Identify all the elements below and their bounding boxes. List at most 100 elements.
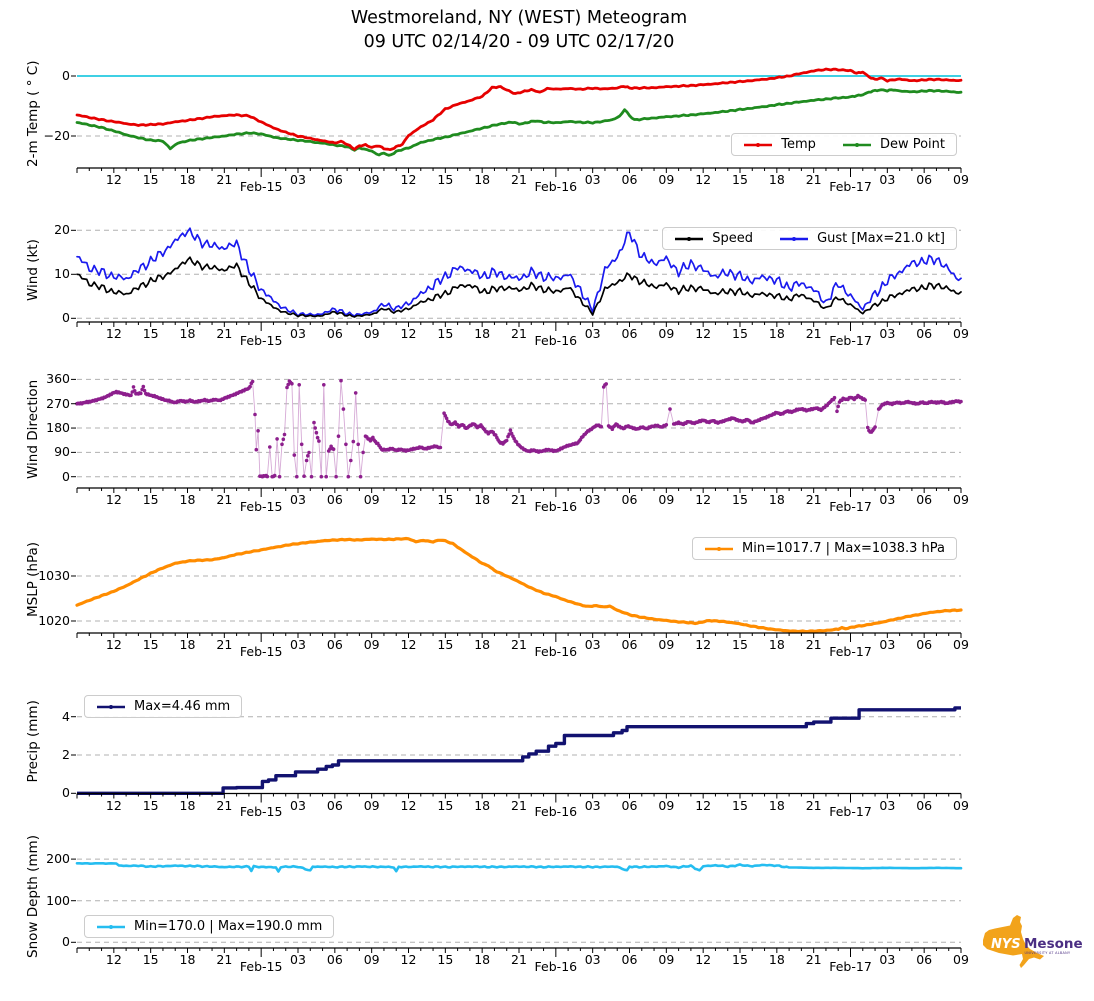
xlabel-day: Feb-15 [239, 498, 283, 514]
xlabel-hour: 12 [400, 492, 417, 507]
legend-line-sample [97, 704, 125, 709]
xlabel-hour: 15 [437, 172, 454, 187]
legend-line-sample [780, 236, 809, 241]
logo-university-text: UNIVERSITY AT ALBANY [1025, 951, 1072, 955]
xlabel-hour: 09 [363, 492, 380, 507]
ytick-label-precip: 0 [62, 785, 70, 801]
legend-temp: Temp Dew Point [731, 133, 957, 156]
xlabel-hour: 15 [142, 797, 159, 813]
xlabel-hour: 18 [474, 492, 491, 507]
xlabel-hour: 12 [400, 172, 417, 187]
legend-label: Dew Point [879, 137, 945, 152]
xlabel-hour: 15 [437, 326, 454, 341]
xlabel-hour: 09 [953, 797, 969, 813]
legend-line-sample [97, 924, 125, 929]
xlabel-hour: 18 [179, 492, 196, 507]
xlabel-hour: 09 [658, 326, 675, 341]
xlabel-hour: 03 [290, 492, 306, 507]
xlabel-hour: 12 [695, 492, 712, 507]
xlabel-day: Feb-17 [829, 643, 872, 659]
xlabel-day: Feb-15 [239, 332, 283, 348]
xlabel-hour: 06 [916, 637, 933, 652]
xlabel-day: Feb-15 [239, 958, 283, 974]
xlabel-hour: 09 [658, 637, 675, 652]
ytick-label-snow: 100 [46, 892, 70, 908]
chart-subtitle: 09 UTC 02/14/20 - 09 UTC 02/17/20 [363, 32, 675, 52]
xlabel-hour: 06 [326, 326, 343, 341]
speed-line [76, 256, 962, 318]
xlabel-hour: 03 [584, 952, 601, 967]
legend-line-sample [744, 142, 773, 147]
xlabel-hour: 15 [732, 637, 748, 652]
precip-accum-line [77, 706, 961, 795]
panel-mslp [71, 536, 963, 642]
xlabel-hour: 18 [768, 172, 785, 187]
ytick-label-wind: 10 [54, 266, 70, 282]
legend-line-sample [675, 236, 704, 241]
legend-snow: Min=170.0 | Max=190.0 mm [84, 915, 335, 938]
dewpoint-line [75, 88, 963, 157]
xlabel-day: Feb-15 [239, 178, 283, 194]
xlabel-hour: 06 [326, 637, 343, 652]
xlabel-hour: 15 [437, 797, 454, 813]
xlabel-hour: 06 [621, 172, 638, 187]
xlabel-hour: 21 [216, 952, 233, 967]
ytick-label-temp: −20 [43, 127, 70, 143]
xlabel-hour: 06 [621, 637, 638, 652]
xlabel-hour: 15 [437, 637, 454, 652]
xlabel-hour: 21 [805, 797, 822, 813]
legend-item: Gust [Max=21.0 kt] [779, 231, 945, 246]
xlabel-hour: 09 [953, 637, 969, 652]
logo-nys-text: NYS [991, 937, 1021, 952]
xlabel-hour: 09 [953, 952, 969, 967]
xlabel-day: Feb-16 [534, 498, 578, 514]
panel-precip [71, 706, 962, 803]
xlabel-hour: 09 [953, 172, 969, 187]
xlabel-hour: 15 [142, 952, 159, 967]
xlabel-hour: 21 [216, 797, 233, 813]
xlabel-hour: 21 [805, 326, 822, 341]
xlabel-day: Feb-15 [239, 804, 283, 819]
ytick-label-wdir: 180 [46, 420, 70, 436]
legend-line-sample [705, 546, 734, 551]
xlabel-hour: 12 [695, 637, 712, 652]
xlabel-hour: 15 [732, 492, 748, 507]
ytick-label-wdir: 270 [46, 395, 70, 411]
xlabel-hour: 06 [916, 492, 933, 507]
xlabel-hour: 12 [695, 797, 712, 813]
ytick-label-wdir: 90 [54, 444, 70, 460]
legend-item: Max=4.46 mm [96, 699, 230, 714]
xlabel-hour: 18 [768, 637, 785, 652]
xlabel-hour: 03 [879, 492, 896, 507]
xlabel-hour: 21 [216, 326, 233, 341]
ytick-label-mslp: 1030 [38, 567, 70, 583]
xlabel-hour: 18 [179, 326, 196, 341]
xlabel-hour: 18 [474, 172, 491, 187]
xlabel-hour: 09 [658, 172, 675, 187]
xlabel-hour: 12 [105, 326, 122, 341]
xlabel-hour: 12 [695, 326, 712, 341]
legend-item: Dew Point [842, 137, 945, 152]
xlabel-hour: 12 [400, 797, 417, 813]
ytick-label-mslp: 1020 [38, 612, 70, 628]
xlabel-hour: 15 [142, 172, 159, 187]
xlabel-hour: 03 [584, 492, 601, 507]
xlabel-hour: 18 [474, 637, 491, 652]
xlabel-hour: 15 [732, 797, 748, 813]
mslp-line [75, 536, 963, 634]
gust-line [76, 227, 962, 317]
xlabel-day: Feb-16 [534, 958, 578, 974]
xlabel-hour: 03 [290, 326, 306, 341]
xlabel-hour: 12 [105, 492, 122, 507]
xlabel-hour: 03 [879, 952, 896, 967]
ytick-label-snow: 0 [62, 934, 70, 950]
xlabel-day: Feb-17 [829, 498, 872, 514]
xlabel-hour: 03 [290, 797, 306, 813]
xlabel-hour: 21 [216, 637, 233, 652]
xlabel-hour: 18 [179, 952, 196, 967]
xlabel-hour: 18 [474, 797, 491, 813]
legend-mslp: Min=1017.7 | Max=1038.3 hPa [692, 537, 957, 560]
xlabel-hour: 18 [179, 637, 196, 652]
xlabel-hour: 12 [105, 797, 122, 813]
ytick-label-wind: 20 [54, 222, 70, 238]
